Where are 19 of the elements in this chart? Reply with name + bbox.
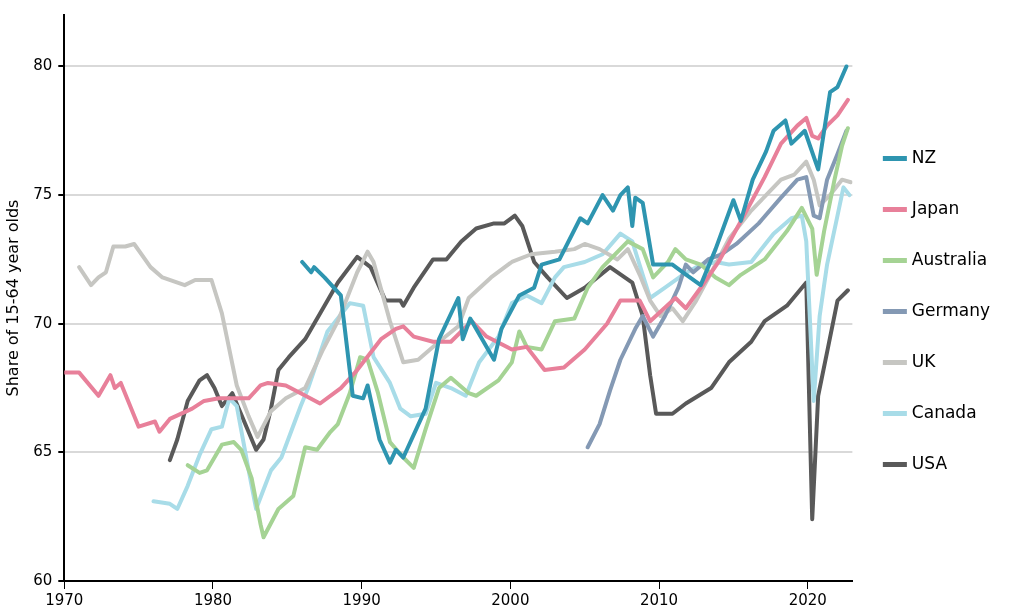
legend-label: Japan (910, 197, 960, 218)
legend-label: UK (911, 350, 937, 371)
legend-label: Germany (911, 299, 991, 320)
legend-label: Canada (911, 401, 977, 422)
y-tick-label: 60 (33, 570, 53, 589)
legend-label: NZ (911, 146, 937, 167)
x-tick-label: 1980 (193, 590, 233, 609)
y-tick-label: 65 (33, 442, 53, 461)
y-tick-label: 70 (33, 313, 53, 332)
legend-label: Australia (911, 248, 988, 269)
x-tick-label: 1990 (342, 590, 381, 609)
y-tick-label: 75 (33, 184, 53, 203)
x-tick-label: 1970 (45, 590, 84, 609)
x-tick-label: 2000 (491, 590, 530, 609)
legend-label: USA (911, 452, 948, 473)
y-tick-label: 80 (33, 56, 53, 75)
y-axis-title: Share of 15-64 year olds (2, 199, 22, 397)
x-tick-label: 2020 (788, 590, 827, 609)
x-tick-label: 2010 (639, 590, 679, 609)
